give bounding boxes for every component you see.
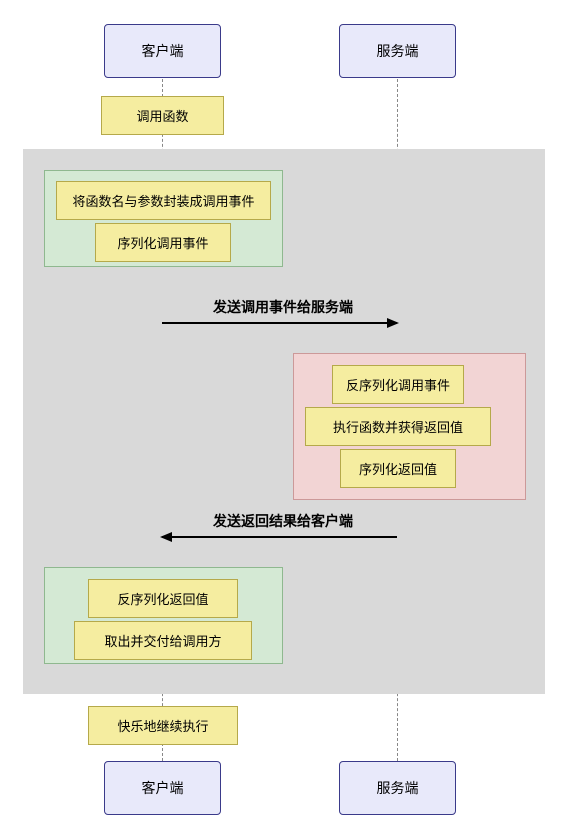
arrow-to-server <box>162 322 397 324</box>
participant-server-bottom: 服务端 <box>339 761 456 815</box>
arrow-to-client <box>162 536 397 538</box>
step-serialize-event: 序列化调用事件 <box>95 223 231 262</box>
step-execute-function: 执行函数并获得返回值 <box>305 407 491 446</box>
step-deliver-caller: 取出并交付给调用方 <box>74 621 252 660</box>
participant-client-top: 客户端 <box>104 24 221 78</box>
step-wrap-event: 将函数名与参数封装成调用事件 <box>56 181 271 220</box>
step-serialize-return: 序列化返回值 <box>340 449 456 488</box>
message-label-to-server: 发送调用事件给服务端 <box>199 297 367 317</box>
step-deserialize-return: 反序列化返回值 <box>88 579 238 618</box>
participant-server-top: 服务端 <box>339 24 456 78</box>
step-continue: 快乐地继续执行 <box>88 706 238 745</box>
message-label-to-client: 发送返回结果给客户端 <box>199 511 367 531</box>
step-call-function: 调用函数 <box>101 96 224 135</box>
participant-client-bottom: 客户端 <box>104 761 221 815</box>
sequence-diagram: 客户端 服务端 调用函数 将函数名与参数封装成调用事件 序列化调用事件 反序列化… <box>0 0 581 824</box>
step-deserialize-event: 反序列化调用事件 <box>332 365 464 404</box>
